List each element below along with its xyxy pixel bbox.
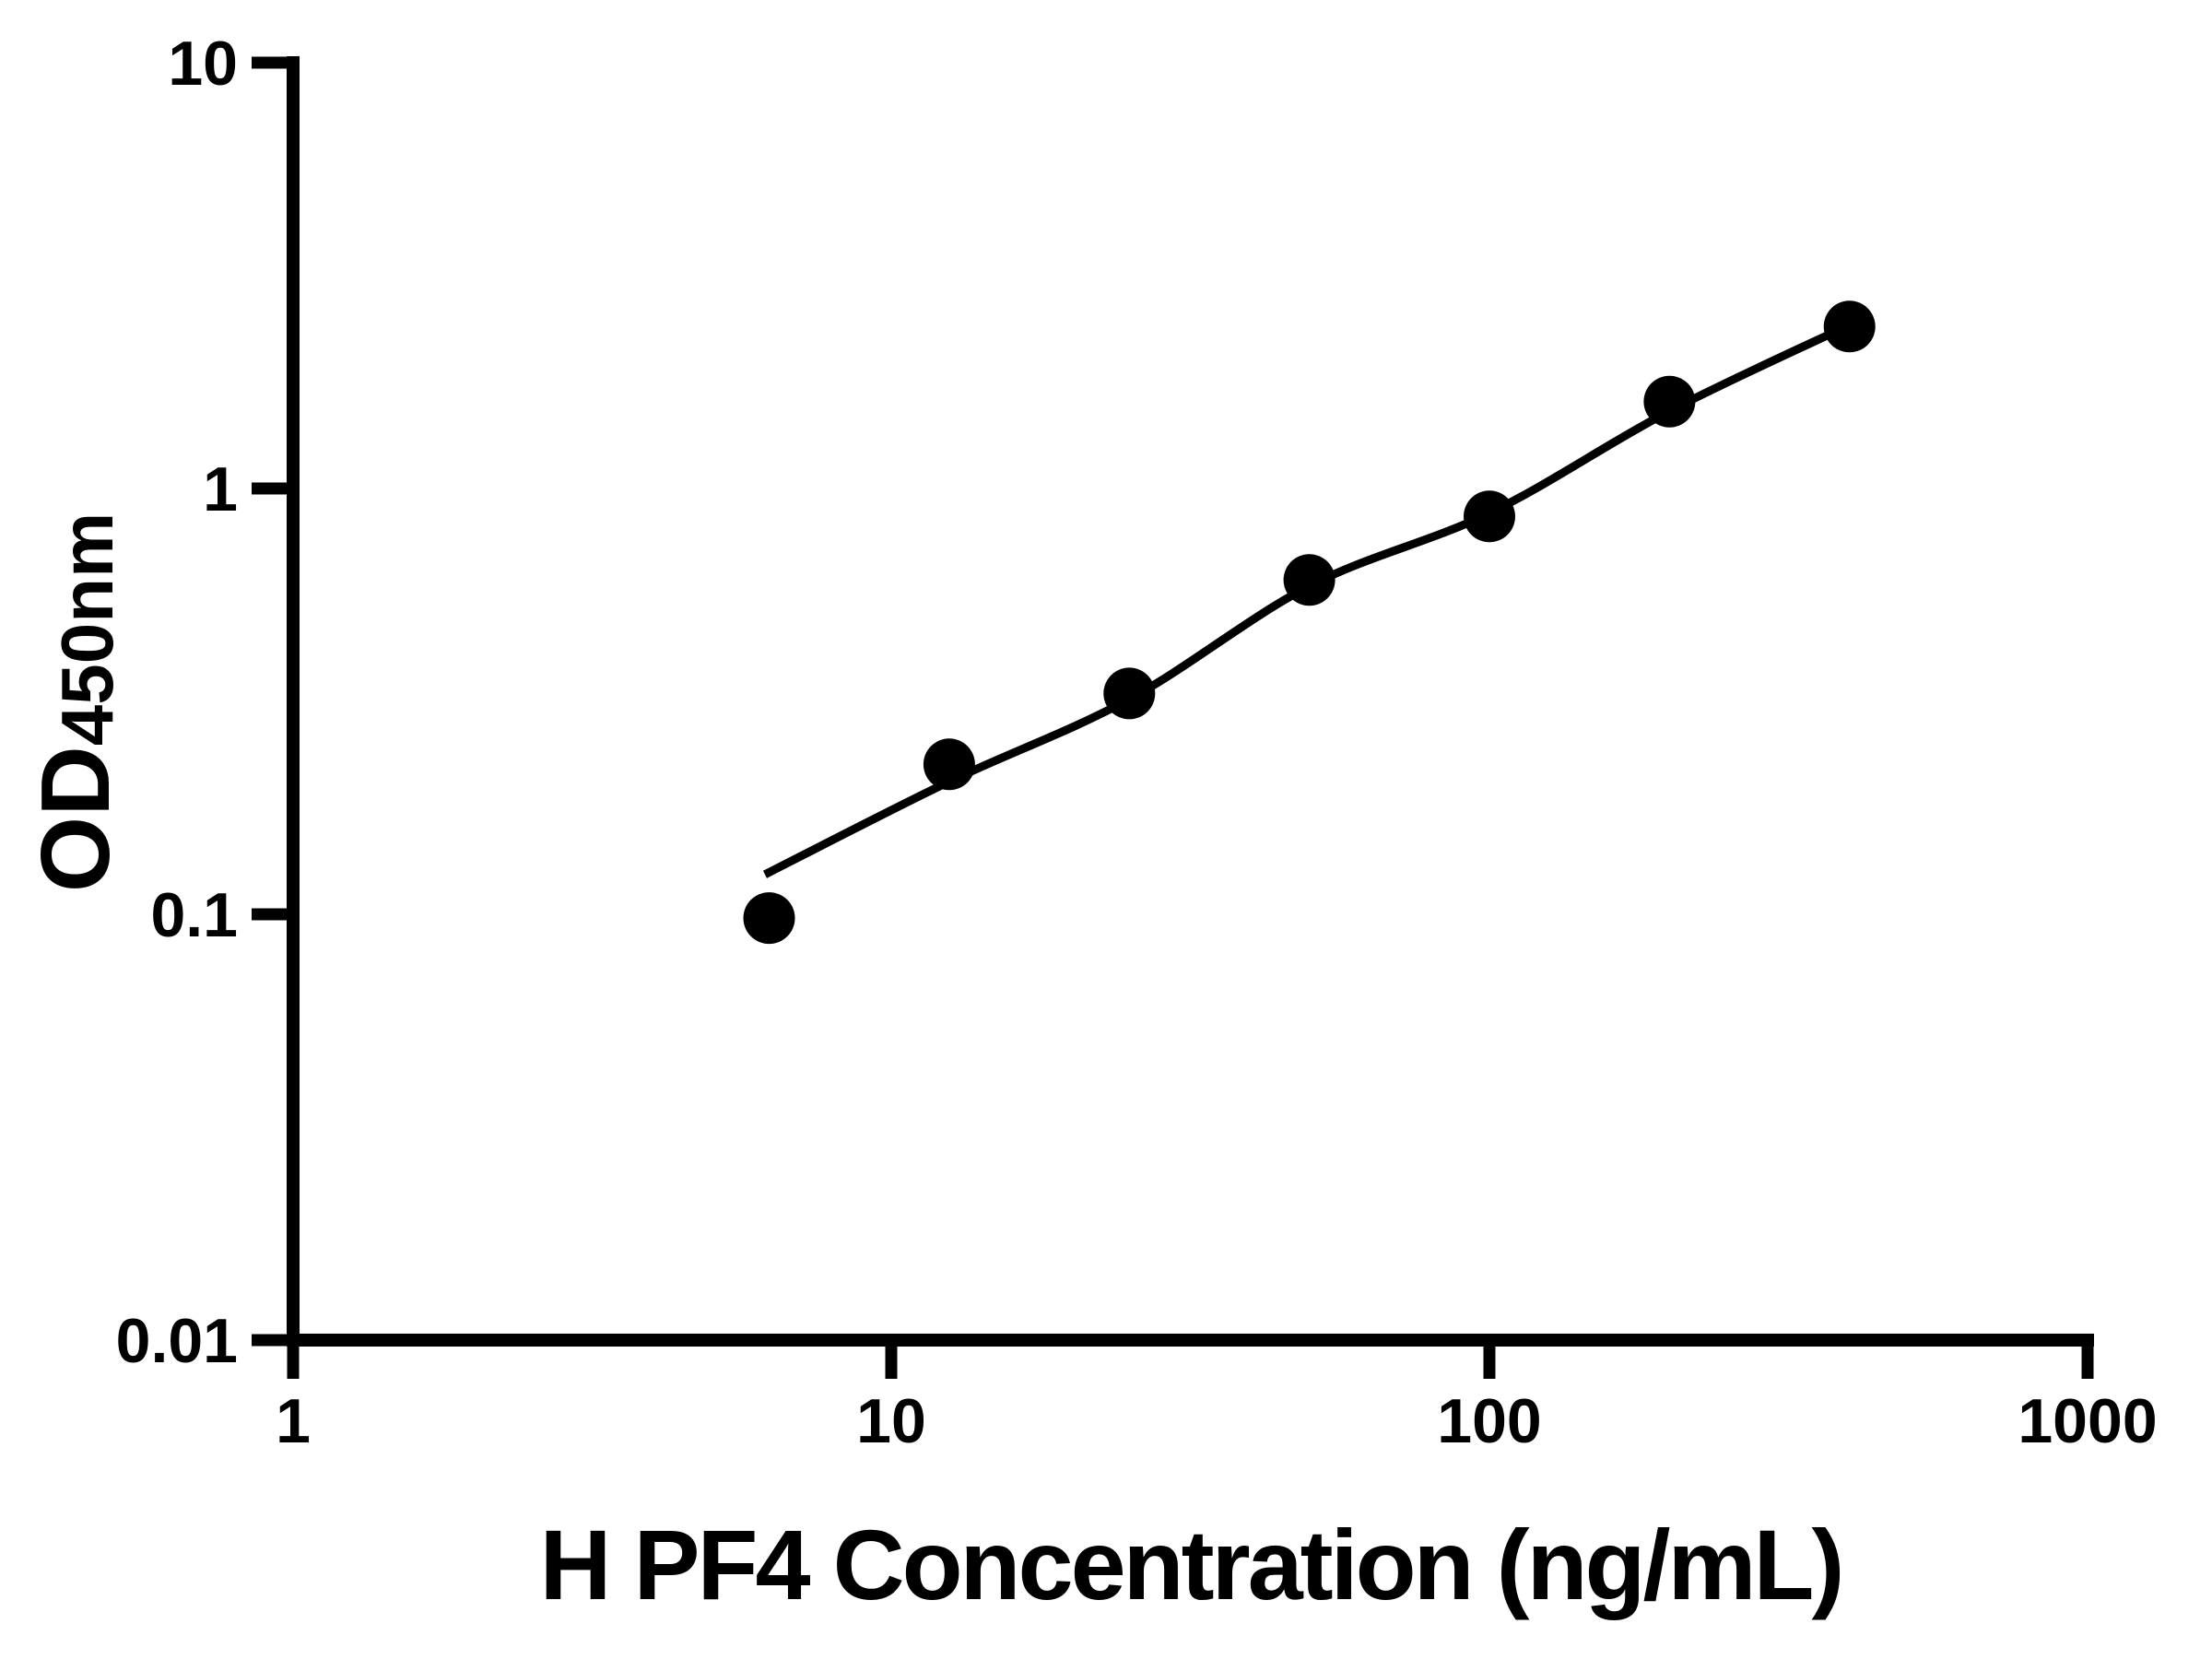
y-axis-title-main: OD bbox=[21, 746, 130, 892]
x-tick-label-1000: 1000 bbox=[2018, 1386, 2157, 1456]
data-point-6.25 bbox=[743, 892, 795, 945]
x-tick-label-10: 10 bbox=[856, 1386, 926, 1456]
y-tick-label-0.1: 0.1 bbox=[150, 880, 238, 950]
axes bbox=[287, 56, 2094, 1347]
data-point-25 bbox=[1103, 667, 1156, 720]
y-axis-title-subscript: 450nm bbox=[46, 512, 128, 746]
data-point-12.5 bbox=[923, 738, 975, 791]
y-axis-title: OD450nm bbox=[21, 512, 130, 892]
x-axis-title: H PF4 Concentration (ng/mL) bbox=[540, 1509, 1842, 1620]
data-points-group bbox=[743, 300, 1876, 945]
data-point-400 bbox=[1823, 300, 1876, 353]
data-point-200 bbox=[1643, 375, 1696, 428]
data-point-50 bbox=[1283, 554, 1335, 606]
y-tick-label-0.01: 0.01 bbox=[116, 1306, 238, 1376]
x-tick-label-100: 100 bbox=[1437, 1386, 1541, 1456]
y-tick-label-10: 10 bbox=[168, 29, 238, 99]
x-axis-ticks: 1 10 100 1000 bbox=[276, 1340, 2158, 1456]
data-point-100 bbox=[1464, 490, 1515, 543]
y-tick-label-1: 1 bbox=[203, 454, 238, 524]
y-axis-ticks: 10 1 0.1 0.01 bbox=[116, 29, 300, 1376]
x-tick-label-1: 1 bbox=[276, 1386, 311, 1456]
